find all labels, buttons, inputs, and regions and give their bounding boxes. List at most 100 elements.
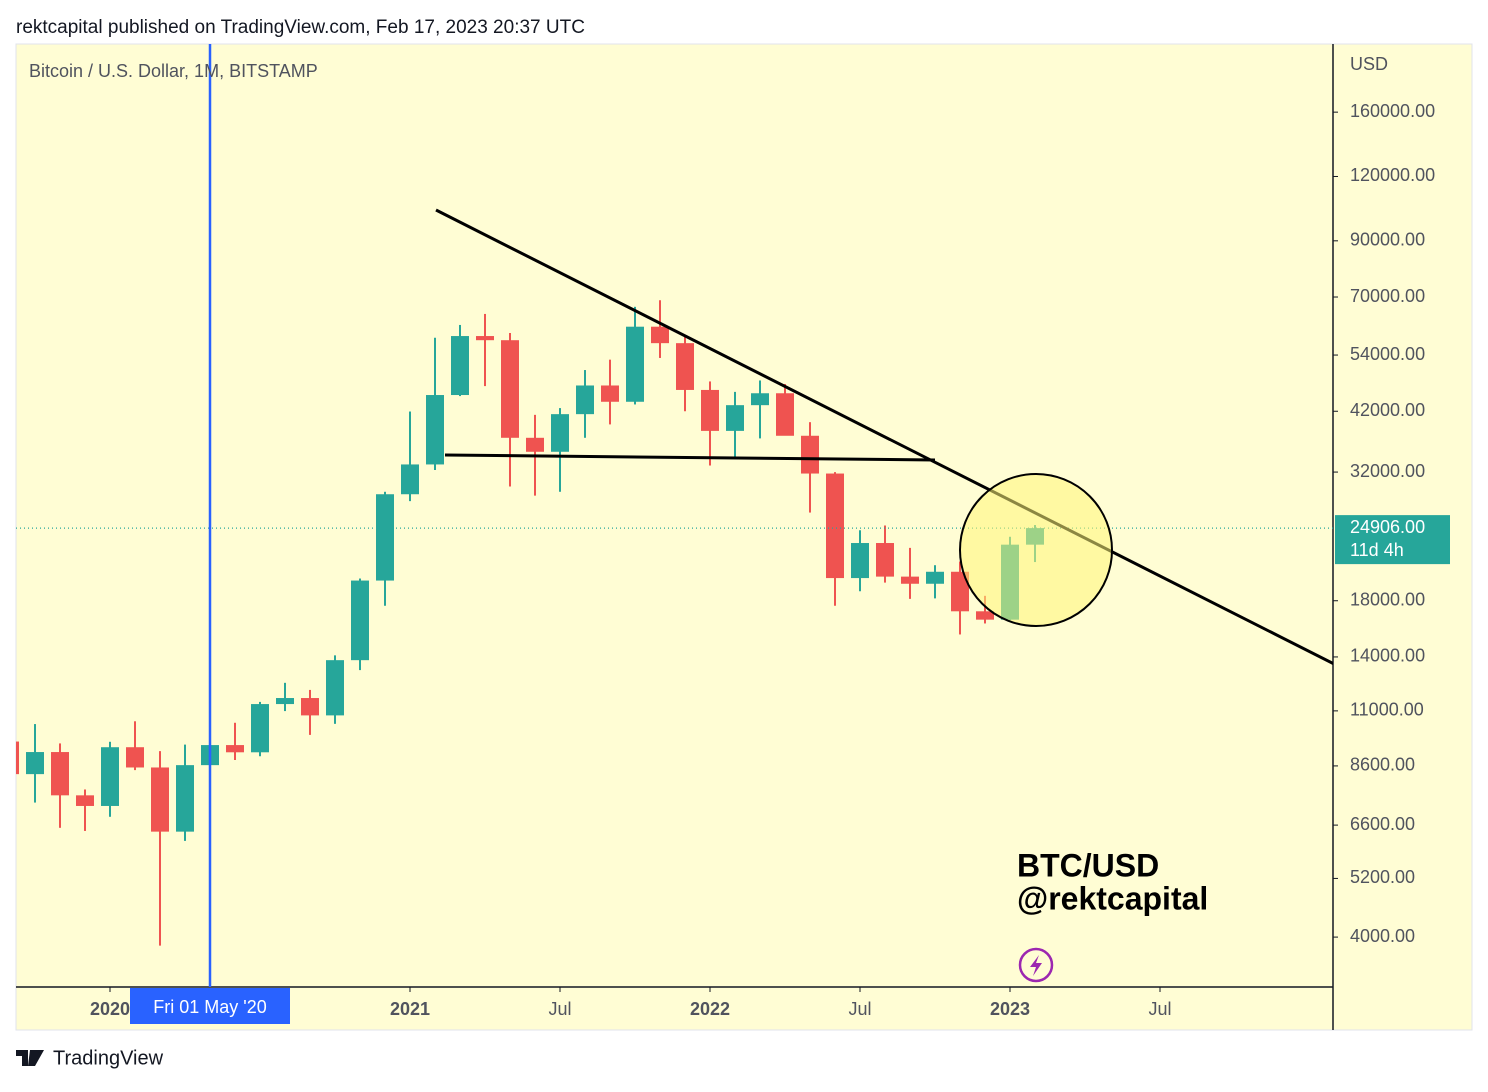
candle-body xyxy=(126,747,144,768)
candle-body xyxy=(76,795,94,806)
candle xyxy=(476,313,494,387)
candle xyxy=(426,337,444,470)
plot-area xyxy=(16,44,1333,987)
watermark: BTC/USD xyxy=(1017,847,1159,883)
candle xyxy=(651,300,669,358)
candle-body xyxy=(26,752,44,775)
y-tick-label: 5200.00 xyxy=(1350,867,1415,887)
candle xyxy=(101,741,119,817)
watermark: @rektcapital xyxy=(1017,880,1208,916)
last-price-box xyxy=(1335,515,1450,565)
candle-body xyxy=(626,326,644,402)
x-tick-label: Jul xyxy=(548,999,571,1019)
candle-body xyxy=(501,340,519,438)
candle xyxy=(51,743,69,828)
candle-body xyxy=(926,571,944,584)
candle-body xyxy=(601,385,619,402)
candle xyxy=(176,744,194,841)
candle-body xyxy=(676,343,694,390)
candle-body xyxy=(301,698,319,716)
axes: 160000.00 120000.00 90000.00 70000.00 54000.… xyxy=(90,101,1450,1024)
candle-body xyxy=(851,543,869,579)
candle xyxy=(876,525,894,583)
x-tick-label: 2023 xyxy=(990,999,1030,1019)
y-tick-label: 70000.00 xyxy=(1350,286,1425,306)
candle xyxy=(776,384,794,436)
candle-body xyxy=(951,571,969,612)
candle-body xyxy=(701,389,719,431)
y-tick-label: 18000.00 xyxy=(1350,589,1425,609)
x-tick-label: Jul xyxy=(1148,999,1171,1019)
candle xyxy=(826,472,844,606)
candle xyxy=(751,380,769,439)
candle-body xyxy=(826,473,844,579)
crosshair-label-box xyxy=(130,988,290,1024)
x-tick-label: 2020 xyxy=(90,999,130,1019)
candle xyxy=(401,411,419,502)
candle xyxy=(626,306,644,405)
candle-body xyxy=(801,435,819,474)
candle xyxy=(226,722,244,761)
candle xyxy=(126,721,144,771)
candle-body xyxy=(751,393,769,406)
candle xyxy=(16,741,19,775)
countdown-label: 11d 4h xyxy=(1350,540,1404,560)
candle xyxy=(301,689,319,735)
y-tick-label: 120000.00 xyxy=(1350,165,1435,185)
x-tick-label: 2021 xyxy=(390,999,430,1019)
candle xyxy=(576,370,594,438)
last-price-label: 24906.00 xyxy=(1350,517,1425,537)
candle-body xyxy=(101,747,119,806)
candle-body xyxy=(251,704,269,753)
candle-body xyxy=(651,326,669,344)
candle xyxy=(326,655,344,724)
candle xyxy=(351,578,369,671)
support-line xyxy=(444,453,936,462)
crosshair-label: Fri 01 May '20 xyxy=(153,997,266,1017)
currency-label: USD xyxy=(1350,54,1388,74)
candle xyxy=(726,391,744,457)
y-tick-label: 14000.00 xyxy=(1350,646,1425,666)
event-icon[interactable] xyxy=(1018,947,1054,983)
candle xyxy=(926,565,944,599)
candle xyxy=(601,359,619,425)
candle xyxy=(701,381,719,466)
candle-body xyxy=(16,741,19,775)
candle-body xyxy=(876,543,894,577)
candle xyxy=(501,332,519,487)
candle xyxy=(801,422,819,513)
candle-body xyxy=(176,765,194,832)
candle xyxy=(676,334,694,412)
candle xyxy=(951,561,969,635)
candle-body xyxy=(151,767,169,832)
y-tick-label: 42000.00 xyxy=(1350,400,1425,420)
header: rektcapital published on TradingView.com… xyxy=(16,17,585,38)
candle xyxy=(151,751,169,946)
chart-background xyxy=(15,43,1473,1031)
candle-body xyxy=(351,580,369,661)
y-tick-label: 160000.00 xyxy=(1350,101,1435,121)
event-icon-bolt xyxy=(1030,955,1042,976)
candle-body xyxy=(326,660,344,716)
logo-mark xyxy=(16,1050,44,1066)
candle xyxy=(851,530,869,592)
drawings xyxy=(435,208,1333,666)
candle-body xyxy=(901,576,919,584)
candle-body xyxy=(451,336,469,396)
y-tick-label: 32000.00 xyxy=(1350,461,1425,481)
symbol-title: Bitcoin / U.S. Dollar, 1M, BITSTAMP xyxy=(29,61,318,81)
candle-body xyxy=(401,464,419,495)
x-tick-label: 2022 xyxy=(690,999,730,1019)
y-tick-label: 4000.00 xyxy=(1350,926,1415,946)
candle xyxy=(901,547,919,599)
candle-body xyxy=(976,611,994,620)
footer-logo: TradingView xyxy=(16,1047,164,1069)
candle xyxy=(251,701,269,757)
footer-brand: TradingView xyxy=(53,1047,164,1069)
candle-body xyxy=(551,414,569,452)
highlight-circle xyxy=(959,473,1113,627)
candle-body xyxy=(376,494,394,581)
candle-body xyxy=(51,752,69,796)
